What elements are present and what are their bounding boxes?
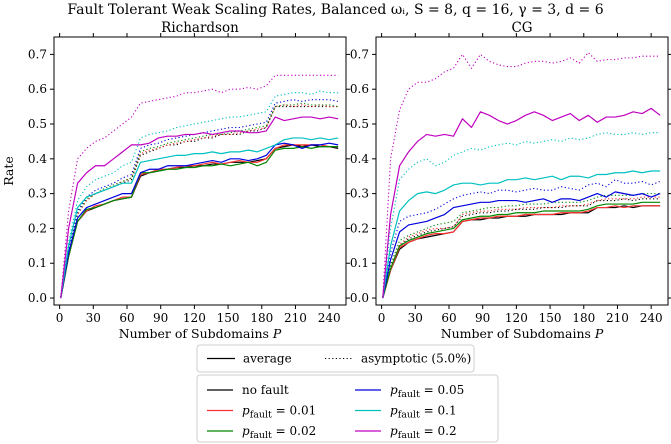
cg-line-p-fault-0-05-asymptotic [382,179,661,299]
richardson-series-group [60,74,339,299]
legend-label-p-fault-0-01: pfault = 0.01 [242,404,316,421]
cg-x-axis-label: Number of Subdomains P [441,326,604,341]
richardson-y-tick-label: 0.4 [28,152,47,166]
richardson-line-p-fault-0-1-asymptotic [60,90,339,299]
cg-y-tick-label: 0.2 [350,221,369,235]
richardson-x-tick-label: 180 [250,311,273,325]
line-style-legend: average asymptotic (5.0%) [196,344,475,373]
richardson-line-p-fault-0-2-asymptotic [60,74,339,299]
legend-asymptotic-label: asymptotic (5.0%) [361,352,471,366]
cg-x-tick-label: 120 [505,311,528,325]
cg-line-p-fault-0-1-average [382,170,661,299]
cg-y-tick-label: 0.7 [350,47,369,61]
cg-line-p-fault-0-01-average [382,205,661,299]
cg-x-tick-label: 240 [640,311,663,325]
series-legend: no fault pfault = 0.01 pfault = 0.02 pfault… [196,374,499,443]
cg-line-p-fault-0-1-asymptotic [382,132,661,299]
richardson-y-tick-label: 0.1 [28,256,47,270]
richardson-panel: Richardson 0 30 60 90 120 150 180 210 240 0.0 0.1 0.… [1,20,350,341]
richardson-x-tick-label: 90 [153,311,168,325]
legend-average-label: average [243,352,292,366]
richardson-line-p-fault-0-05-average [60,142,339,299]
cg-x-tick-label: 0 [378,311,386,325]
richardson-x-axis-label: Number of Subdomains P [119,326,282,341]
richardson-x-tick-label: 60 [119,311,134,325]
richardson-line-p-fault-0-1-average [60,137,339,299]
cg-x-tick-label: 150 [539,311,562,325]
richardson-y-tick-label: 0.2 [28,221,47,235]
cg-y-tick-label: 0.5 [350,117,369,131]
cg-y-tick-label: 0.3 [350,187,369,201]
cg-line-no-fault-asymptotic [382,198,661,299]
cg-y-tick-label: 0.4 [350,152,369,166]
cg-x-tick-label: 60 [441,311,456,325]
figure-suptitle: Fault Tolerant Weak Scaling Rates, Balan… [67,2,603,18]
richardson-line-p-fault-0-01-average [60,144,339,299]
richardson-x-tick-label: 0 [56,311,64,325]
cg-x-tick-label: 90 [475,311,490,325]
cg-x-tick-label: 180 [572,311,595,325]
richardson-y-tick-label: 0.0 [28,291,47,305]
cg-line-p-fault-0-02-asymptotic [382,193,661,299]
line-style-legend-frame [196,344,475,373]
richardson-y-axis-label: Rate [1,156,16,186]
richardson-line-no-fault-asymptotic [60,106,339,299]
cg-x-tick-label: 210 [606,311,629,325]
legend-label-p-fault-0-05: pfault = 0.05 [390,383,464,400]
richardson-x-tick-label: 150 [217,311,240,325]
richardson-line-no-fault-average [60,144,339,299]
richardson-axes-frame [53,36,347,306]
cg-y-tick-label: 0.1 [350,256,369,270]
richardson-line-p-fault-0-02-asymptotic [60,102,339,299]
richardson-y-tick-label: 0.6 [28,82,47,96]
richardson-x-tick-label: 120 [183,311,206,325]
cg-line-p-fault-0-2-average [382,107,661,299]
cg-line-p-fault-0-02-average [382,201,661,299]
cg-panel: CG 0 30 60 90 120 150 180 210 240 0.0 0.1 0.2 0.3 0.4 0… [350,20,671,341]
cg-axes-frame [375,36,669,306]
series-legend-frame [196,374,499,443]
richardson-line-p-fault-0-05-asymptotic [60,99,339,299]
richardson-y-tick-label: 0.5 [28,117,47,131]
legend-label-p-fault-0-02: pfault = 0.02 [242,424,316,441]
cg-panel-title: CG [511,20,532,36]
richardson-line-p-fault-0-02-average [60,146,339,299]
richardson-line-p-fault-0-2-average [60,116,339,299]
richardson-panel-title: Richardson [161,20,239,36]
cg-y-tick-label: 0.0 [350,291,369,305]
cg-line-p-fault-0-2-asymptotic [382,52,661,299]
richardson-y-tick-label: 0.3 [28,187,47,201]
cg-series-group [382,52,661,299]
richardson-x-tick-label: 210 [284,311,307,325]
cg-x-tick-label: 30 [408,311,423,325]
legend-label-no-fault: no fault [242,383,289,397]
cg-line-p-fault-0-05-average [382,191,661,299]
richardson-x-tick-label: 30 [86,311,101,325]
legend-label-p-fault-0-1: pfault = 0.1 [390,404,457,421]
legend-label-p-fault-0-2: pfault = 0.2 [390,424,457,441]
cg-line-no-fault-average [382,205,661,299]
cg-y-tick-label: 0.6 [350,82,369,96]
richardson-y-tick-label: 0.7 [28,47,47,61]
richardson-x-tick-label: 240 [318,311,341,325]
